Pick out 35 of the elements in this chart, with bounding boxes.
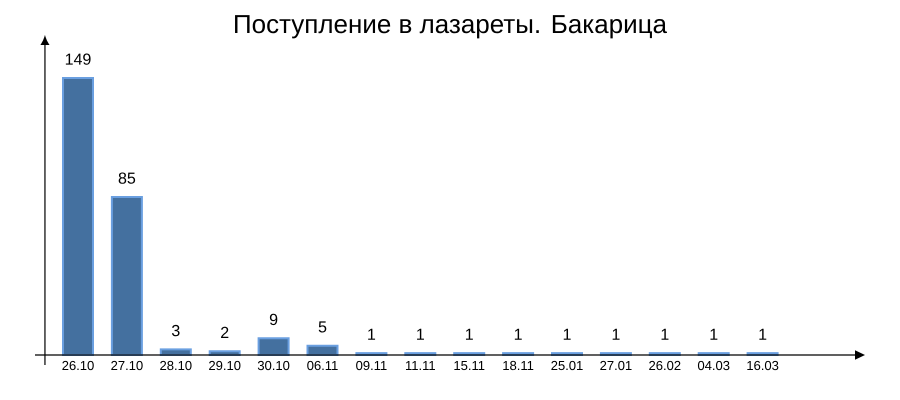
- bar: [258, 337, 290, 356]
- data-label: 85: [118, 172, 136, 184]
- data-label: 1: [612, 328, 620, 340]
- data-label: 2: [221, 326, 228, 338]
- bar: [306, 344, 338, 356]
- x-tick-label: 27.10: [111, 360, 143, 370]
- x-tick-label: 25.01: [551, 360, 583, 370]
- x-tick-label: 26.10: [62, 360, 94, 370]
- x-tick-label: 09.11: [356, 360, 387, 370]
- data-label: 1: [662, 328, 668, 340]
- bar: [110, 196, 143, 356]
- x-tick-label: 26.02: [649, 360, 680, 370]
- data-label: 5: [318, 321, 326, 333]
- data-label: 1: [466, 328, 473, 340]
- x-tick-label: 16.03: [747, 360, 778, 370]
- x-tick-label: 27.01: [600, 360, 632, 370]
- data-label: 3: [172, 324, 180, 336]
- x-tick-label: 06.11: [307, 360, 338, 370]
- x-tick-label: 30.10: [258, 360, 290, 370]
- x-tick-label: 11.11: [406, 361, 435, 370]
- data-label: 1: [759, 328, 766, 340]
- data-label: 149: [66, 54, 91, 65]
- data-label: 1: [417, 328, 424, 340]
- x-tick-label: 28.10: [160, 360, 192, 370]
- x-tick-label: 15.11: [454, 361, 484, 370]
- data-label: 1: [710, 328, 718, 340]
- data-label: 1: [514, 328, 522, 340]
- data-label: 1: [368, 328, 376, 340]
- data-label: 1: [564, 328, 571, 340]
- x-tick-label: 29.10: [209, 360, 240, 370]
- chart-title: Поступление в лазареты. Бакарица: [235, 15, 668, 38]
- x-tick-label: 18.11: [503, 360, 534, 370]
- data-label: 9: [270, 314, 278, 326]
- x-tick-label: 04.03: [698, 360, 730, 370]
- bar: [62, 77, 94, 356]
